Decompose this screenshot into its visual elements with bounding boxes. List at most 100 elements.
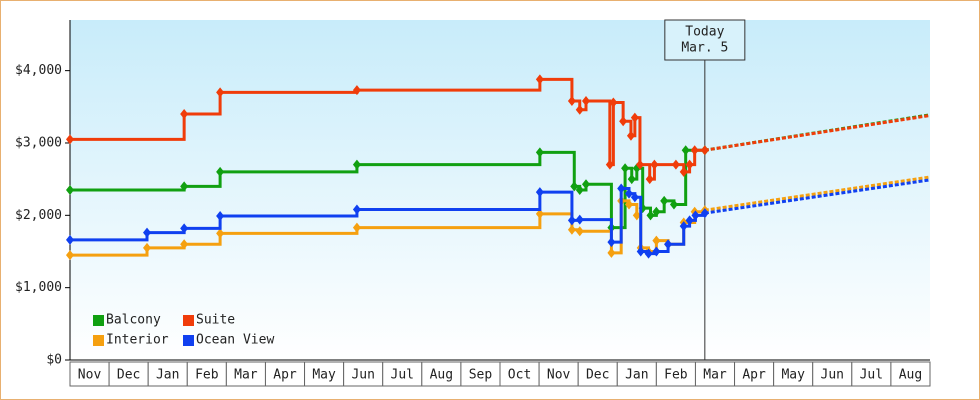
legend-label: Interior	[106, 333, 169, 348]
x-tick-label: Apr	[742, 368, 766, 383]
price-marker	[625, 188, 633, 199]
price-marker	[143, 242, 152, 253]
today-label: Mar. 5	[681, 41, 728, 56]
price-marker	[645, 174, 654, 185]
price-marker	[535, 74, 544, 85]
price-marker	[143, 227, 152, 238]
price-marker	[671, 159, 680, 170]
x-tick-label: Apr	[273, 368, 297, 383]
y-tick-label: $1,000	[15, 280, 62, 295]
month-box	[655, 361, 696, 387]
month-box	[186, 361, 227, 387]
price-marker	[352, 159, 361, 170]
today-box	[664, 19, 746, 61]
price-marker	[691, 210, 700, 221]
price-marker	[567, 224, 576, 235]
month-box	[538, 361, 579, 387]
price-marker	[652, 246, 661, 257]
x-tick-label: Jan	[156, 368, 179, 383]
price-marker	[644, 248, 653, 259]
price-marker	[700, 145, 709, 156]
price-marker	[567, 215, 576, 226]
legend-swatch	[93, 335, 104, 346]
price-marker	[660, 195, 669, 206]
legend-label: Ocean View	[196, 333, 274, 348]
price-marker	[575, 185, 584, 195]
price-marker	[216, 211, 225, 222]
price-marker	[605, 159, 614, 170]
price-marker	[664, 239, 673, 250]
x-tick-label: Dec	[586, 368, 609, 383]
y-tick-label: $4,000	[15, 63, 62, 78]
month-box	[69, 361, 110, 387]
x-tick-label: Feb	[195, 368, 219, 383]
price-marker	[180, 239, 189, 250]
price-marker	[66, 185, 74, 195]
price-line	[70, 187, 707, 256]
price-marker	[621, 163, 630, 174]
price-marker	[352, 222, 361, 233]
forecast-line	[704, 114, 931, 152]
price-marker	[575, 214, 584, 225]
month-box	[890, 361, 931, 387]
price-marker	[650, 159, 659, 170]
price-marker	[626, 130, 635, 141]
x-tick-label: May	[312, 368, 336, 383]
month-box	[343, 361, 384, 387]
legend-label: Balcony	[106, 313, 161, 328]
x-tick-label: Nov	[547, 368, 571, 383]
plot-area	[70, 20, 930, 360]
price-marker	[627, 174, 636, 185]
price-line	[70, 77, 705, 181]
price-marker	[685, 215, 694, 226]
month-box	[225, 361, 266, 387]
month-box	[851, 361, 892, 387]
price-marker	[617, 183, 626, 194]
price-marker	[646, 210, 655, 221]
x-tick-label: Jun	[821, 368, 844, 383]
price-marker	[700, 208, 709, 219]
month-box	[812, 361, 853, 387]
price-marker	[636, 246, 645, 257]
month-box	[147, 361, 188, 387]
price-marker	[652, 235, 661, 246]
price-marker	[352, 204, 361, 215]
price-marker	[535, 147, 544, 158]
legend-label: Suite	[196, 313, 235, 328]
x-tick-label: Oct	[508, 368, 531, 383]
price-marker	[570, 181, 579, 192]
month-box	[421, 361, 462, 387]
price-marker	[669, 199, 678, 210]
price-marker	[575, 226, 584, 237]
price-marker	[609, 97, 618, 108]
price-marker	[679, 166, 688, 177]
x-tick-label: Aug	[430, 368, 453, 383]
x-tick-label: Jan	[625, 368, 648, 383]
price-marker	[180, 109, 189, 120]
x-tick-label: Jun	[351, 368, 374, 383]
price-marker	[66, 250, 74, 261]
price-marker	[180, 181, 189, 192]
price-marker	[679, 221, 688, 232]
price-marker	[685, 159, 694, 170]
x-tick-label: Sep	[469, 368, 493, 383]
x-tick-label: Aug	[899, 368, 922, 383]
price-marker	[607, 247, 616, 258]
price-marker	[535, 187, 544, 198]
price-marker	[535, 208, 544, 219]
legend-swatch	[183, 315, 194, 326]
price-marker	[690, 145, 699, 156]
forecast-line	[704, 178, 931, 215]
price-marker	[66, 234, 74, 245]
price-marker	[607, 237, 616, 248]
price-marker	[681, 145, 690, 156]
y-tick-label: $2,000	[15, 208, 62, 223]
price-marker	[66, 134, 74, 145]
x-tick-label: Nov	[78, 368, 102, 383]
x-tick-label: May	[781, 368, 805, 383]
price-marker	[216, 87, 225, 98]
x-tick-label: Mar	[703, 368, 727, 383]
month-box	[734, 361, 775, 387]
x-tick-label: Jul	[391, 368, 414, 383]
